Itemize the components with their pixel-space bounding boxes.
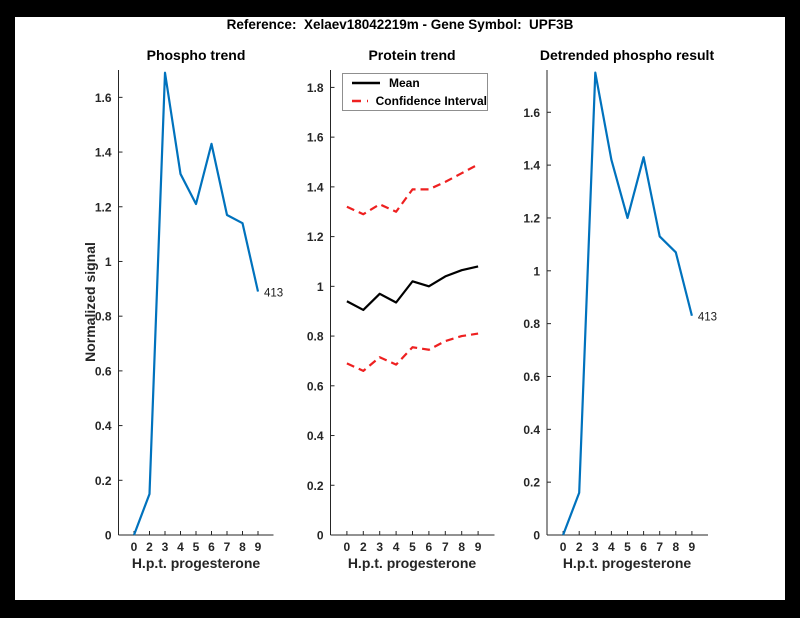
x-tick-label: 5: [193, 540, 200, 554]
x-tick-label: 4: [608, 540, 615, 554]
x-tick-label: 3: [162, 540, 169, 554]
x-tick-label: 2: [360, 540, 367, 554]
series-line-phospho: [132, 71, 260, 536]
y-tick-label: 0: [105, 529, 112, 543]
x-tick-label: 8: [239, 540, 246, 554]
subplot-title-phospho-trend: Phospho trend: [146, 47, 246, 63]
figure-title: Reference: Xelaev18042219m - Gene Symbol…: [226, 17, 574, 32]
x-tick-label: 0: [131, 540, 138, 554]
x-tick-label: 0: [344, 540, 351, 554]
y-tick-label: 1.2: [307, 230, 324, 244]
y-tick-label: 0.8: [95, 310, 112, 324]
endpoint-annotation: 413: [698, 312, 717, 324]
x-tick-label: 7: [656, 540, 663, 554]
legend-label-mean: Mean: [389, 76, 420, 90]
y-axis-label: Normalized signal: [82, 242, 98, 362]
x-tick-label: 2: [576, 540, 583, 554]
y-tick-label: 1.2: [523, 211, 540, 225]
x-tick-label: 7: [442, 540, 449, 554]
y-tick-label: 1.6: [523, 106, 540, 120]
y-tick-label: 0.2: [307, 479, 324, 493]
y-tick-label: 1.8: [307, 81, 324, 95]
y-tick-label: 0.6: [95, 364, 112, 378]
y-tick-label: 0.8: [523, 317, 540, 331]
endpoint-annotation: 413: [264, 288, 283, 300]
y-tick-label: 1: [105, 255, 112, 269]
x-tick-label: 9: [475, 540, 482, 554]
y-tick-label: 0.4: [307, 429, 324, 443]
series-line-ci-upper: [346, 163, 479, 216]
x-tick-label: 2: [146, 540, 153, 554]
x-tick-label: 8: [458, 540, 465, 554]
y-tick-label: 0: [317, 529, 324, 543]
y-tick-label: 1: [317, 280, 324, 294]
y-tick-label: 0.4: [95, 419, 112, 433]
x-tick-label: 5: [409, 540, 416, 554]
mean-line-sample: [352, 81, 380, 85]
y-tick-label: 1.4: [307, 180, 324, 194]
figure-canvas: [15, 17, 785, 600]
y-tick-label: 0.6: [523, 370, 540, 384]
x-tick-label: 9: [689, 540, 696, 554]
x-axis-label: H.p.t. progesterone: [562, 555, 692, 571]
x-tick-label: 6: [640, 540, 647, 554]
legend: Mean Confidence Interval: [342, 73, 488, 111]
series-line-detrended: [562, 71, 693, 536]
y-tick-label: 1: [533, 264, 540, 278]
y-tick-label: 0.8: [307, 330, 324, 344]
x-tick-label: 9: [255, 540, 262, 554]
x-tick-label: 7: [224, 540, 231, 554]
y-tick-label: 1.2: [95, 200, 112, 214]
y-tick-label: 0.2: [523, 476, 540, 490]
x-tick-label: 5: [624, 540, 631, 554]
x-tick-label: 3: [592, 540, 599, 554]
y-tick-label: 0: [533, 529, 540, 543]
series-line-mean: [346, 265, 479, 312]
x-axis-label: H.p.t. progesterone: [347, 555, 477, 571]
y-tick-label: 1.6: [307, 131, 324, 145]
series-line-ci-lower: [346, 332, 479, 372]
y-tick-label: 1.4: [95, 146, 112, 160]
x-tick-label: 4: [177, 540, 184, 554]
y-tick-label: 0.4: [523, 423, 540, 437]
legend-label-confidence-interval: Confidence Interval: [375, 94, 487, 108]
y-tick-label: 1.4: [523, 159, 540, 173]
x-axis-label: H.p.t. progesterone: [131, 555, 261, 571]
y-tick-label: 0.6: [307, 379, 324, 393]
x-tick-label: 6: [208, 540, 215, 554]
legend-entry-confidence-interval: Confidence Interval: [351, 93, 487, 109]
subplot-title-detrended-phospho: Detrended phospho result: [539, 47, 715, 63]
x-tick-label: 6: [426, 540, 433, 554]
y-tick-label: 0.2: [95, 474, 112, 488]
x-tick-label: 0: [560, 540, 567, 554]
x-tick-label: 8: [672, 540, 679, 554]
subplot-title-protein-trend: Protein trend: [368, 47, 456, 63]
confidence-interval-line-sample: [352, 99, 368, 103]
y-tick-label: 1.6: [95, 91, 112, 105]
subplot-1: 0 2 3 4 5 6 7 8 900.20.40.60.811.21.41.61.8: [307, 70, 495, 554]
x-tick-label: 3: [376, 540, 383, 554]
legend-entry-mean: Mean: [351, 75, 487, 91]
x-tick-label: 4: [393, 540, 400, 554]
